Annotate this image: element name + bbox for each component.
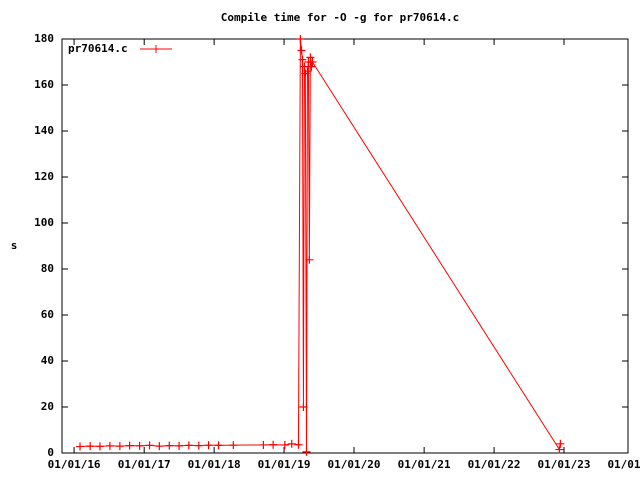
x-tick-label: 01/01/21 [398, 458, 451, 471]
y-tick-label: 180 [34, 32, 54, 45]
point-marker [229, 441, 238, 450]
x-tick-label: 01/01/24 [607, 458, 640, 471]
point-marker [259, 440, 268, 449]
x-tick-label: 01/01/17 [118, 458, 171, 471]
x-tick-label: 01/01/20 [328, 458, 381, 471]
point-marker [269, 440, 278, 449]
x-tick-label: 01/01/18 [188, 458, 241, 471]
point-marker [302, 447, 311, 456]
point-marker [125, 441, 134, 450]
point-marker [184, 441, 193, 450]
point-marker [155, 442, 164, 451]
point-marker [280, 440, 289, 449]
y-tick-label: 0 [47, 446, 54, 459]
point-marker [115, 442, 124, 451]
point-marker [135, 441, 144, 450]
legend-swatch [152, 45, 160, 53]
x-tick-label: 01/01/23 [538, 458, 591, 471]
point-marker [308, 58, 317, 66]
chart-title: Compile time for -O -g for pr70614.c [221, 11, 459, 24]
y-tick-label: 60 [41, 308, 54, 321]
point-marker [303, 67, 312, 76]
y-axis-label: s [11, 239, 18, 252]
point-marker [298, 55, 307, 64]
point-marker [175, 441, 184, 450]
y-tick-label: 80 [41, 262, 54, 275]
x-tick-label: 01/01/19 [258, 458, 311, 471]
point-marker [300, 62, 309, 71]
point-marker [105, 441, 114, 450]
point-marker [296, 35, 305, 43]
point-marker [95, 442, 104, 451]
y-tick-label: 140 [34, 124, 54, 137]
legend-label: pr70614.c [68, 42, 128, 55]
point-marker [76, 442, 85, 451]
y-tick-label: 20 [41, 400, 54, 413]
point-marker [306, 53, 315, 62]
point-marker [294, 440, 303, 449]
x-tick-label: 01/01/22 [468, 458, 521, 471]
y-tick-label: 40 [41, 354, 54, 367]
point-marker [194, 441, 203, 450]
point-marker [165, 441, 174, 450]
point-marker [145, 441, 154, 450]
point-marker [556, 439, 565, 448]
point-marker [204, 441, 213, 450]
point-marker [299, 403, 308, 411]
plot-frame [61, 38, 629, 454]
y-tick-label: 120 [34, 170, 54, 183]
point-marker [305, 255, 314, 264]
point-marker [86, 442, 95, 451]
point-marker [214, 441, 223, 450]
y-tick-label: 100 [34, 216, 54, 229]
x-tick-label: 01/01/16 [48, 458, 101, 471]
point-marker [555, 445, 564, 454]
point-marker [297, 46, 306, 55]
y-tick-label: 160 [34, 78, 54, 91]
point-marker [307, 62, 316, 71]
point-marker [287, 439, 296, 448]
